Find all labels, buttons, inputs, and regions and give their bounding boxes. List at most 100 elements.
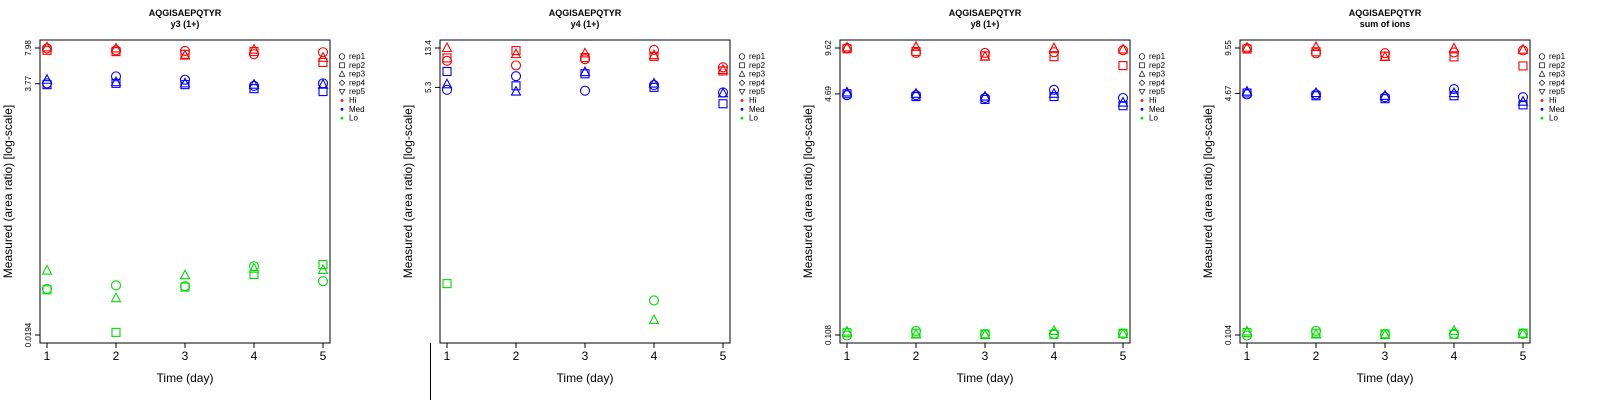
data-point: [1048, 84, 1060, 95]
data-point: [1517, 92, 1529, 103]
legend-label: Hi: [1149, 96, 1157, 105]
legend-marker: [740, 116, 744, 120]
x-tick-label: 1: [844, 349, 851, 363]
data-point: [111, 78, 121, 88]
legend-label: Med: [1549, 105, 1565, 114]
x-tick-label: 1: [44, 349, 51, 363]
legend-marker: [1538, 89, 1546, 96]
legend-marker: [340, 99, 344, 102]
data-point: [1310, 328, 1322, 339]
data-point: [579, 54, 591, 65]
data-point: [110, 280, 122, 291]
data-point: [979, 90, 991, 101]
x-tick-label: 2: [1313, 349, 1320, 363]
legend-label: rep4: [1549, 78, 1566, 87]
legend-label: rep1: [1149, 52, 1166, 61]
data-point: [110, 291, 122, 303]
data-point: [317, 276, 329, 287]
data-point: [42, 285, 52, 295]
data-point: [1379, 328, 1391, 340]
data-point: [1448, 84, 1460, 95]
x-tick-label: 4: [1051, 349, 1058, 363]
y-axis-label: Measured (area ratio) [log-scale]: [1, 105, 15, 278]
data-point: [1242, 88, 1252, 98]
legend-marker: [1538, 53, 1546, 60]
data-point: [180, 282, 190, 292]
data-point: [442, 66, 452, 77]
legend-label: Med: [349, 105, 365, 114]
legend-marker: [740, 107, 744, 111]
legend-marker: [1140, 116, 1144, 120]
data-point: [842, 328, 852, 338]
legend-marker: [1138, 53, 1146, 60]
data-point: [1517, 43, 1529, 54]
legend-marker: [338, 89, 346, 96]
data-point: [979, 47, 991, 59]
legend-marker: [339, 62, 345, 69]
legend-label: rep3: [749, 70, 766, 79]
chart-title: AQGISAEPQTYR: [549, 8, 622, 18]
data-point: [1118, 61, 1128, 71]
x-tick-label: 2: [513, 349, 520, 363]
data-point: [648, 44, 660, 55]
chart-subtitle: y4 (1+): [571, 19, 600, 29]
legend-label: rep3: [1149, 70, 1166, 79]
legend-label: Lo: [1149, 114, 1158, 123]
chart-subtitle: sum of ions: [1360, 19, 1411, 29]
data-point: [110, 42, 122, 53]
data-point: [649, 51, 659, 61]
data-point: [41, 41, 53, 52]
data-point: [1517, 327, 1529, 338]
data-point: [1117, 327, 1129, 338]
data-point: [110, 71, 122, 82]
x-tick-label: 5: [1520, 349, 1527, 363]
legend-label: Lo: [349, 114, 358, 123]
data-point: [318, 260, 328, 270]
y-tick-label: 0.0194: [24, 322, 33, 347]
data-point: [248, 78, 260, 89]
data-point: [318, 57, 328, 67]
legend-label: rep3: [349, 70, 366, 79]
x-tick-label: 4: [251, 349, 258, 363]
data-point: [717, 63, 729, 74]
legend-label: rep3: [1549, 70, 1566, 79]
y-tick-label: 9.62: [824, 40, 833, 56]
data-point: [1379, 89, 1391, 100]
data-point: [1517, 95, 1529, 106]
x-tick-label: 4: [1451, 349, 1458, 363]
legend-marker: [1139, 62, 1145, 69]
data-point: [249, 269, 259, 280]
legend-marker: [739, 62, 745, 69]
data-point: [1379, 50, 1391, 61]
data-point: [511, 46, 521, 56]
legend-label: rep4: [1149, 78, 1166, 87]
data-point: [1049, 52, 1059, 62]
data-point: [510, 60, 522, 71]
y-axis-label: Measured (area ratio) [log-scale]: [801, 105, 815, 278]
data-point: [580, 69, 590, 79]
y-axis-label: Measured (area ratio) [log-scale]: [1201, 105, 1215, 278]
legend-marker: [1540, 116, 1544, 120]
data-point: [1241, 85, 1253, 96]
x-tick-label: 3: [1382, 349, 1389, 363]
x-tick-label: 2: [113, 349, 120, 363]
data-point: [179, 269, 191, 280]
x-axis-label: Time (day): [557, 371, 614, 385]
data-point: [910, 87, 922, 98]
data-point: [1048, 87, 1060, 98]
data-point: [111, 327, 121, 337]
legend-label: rep2: [749, 61, 766, 70]
plot-frame: [39, 39, 331, 344]
data-point: [910, 328, 922, 339]
data-point: [1449, 52, 1459, 62]
plot-frame: [1239, 39, 1531, 344]
x-tick-label: 4: [651, 349, 658, 363]
data-point: [842, 89, 852, 99]
y-tick-label: 3.77: [24, 75, 33, 91]
data-point: [510, 47, 522, 59]
chart-subtitle: y3 (1+): [171, 19, 200, 29]
data-point: [1310, 40, 1322, 52]
data-point: [842, 44, 852, 54]
legend-label: rep4: [749, 78, 766, 87]
